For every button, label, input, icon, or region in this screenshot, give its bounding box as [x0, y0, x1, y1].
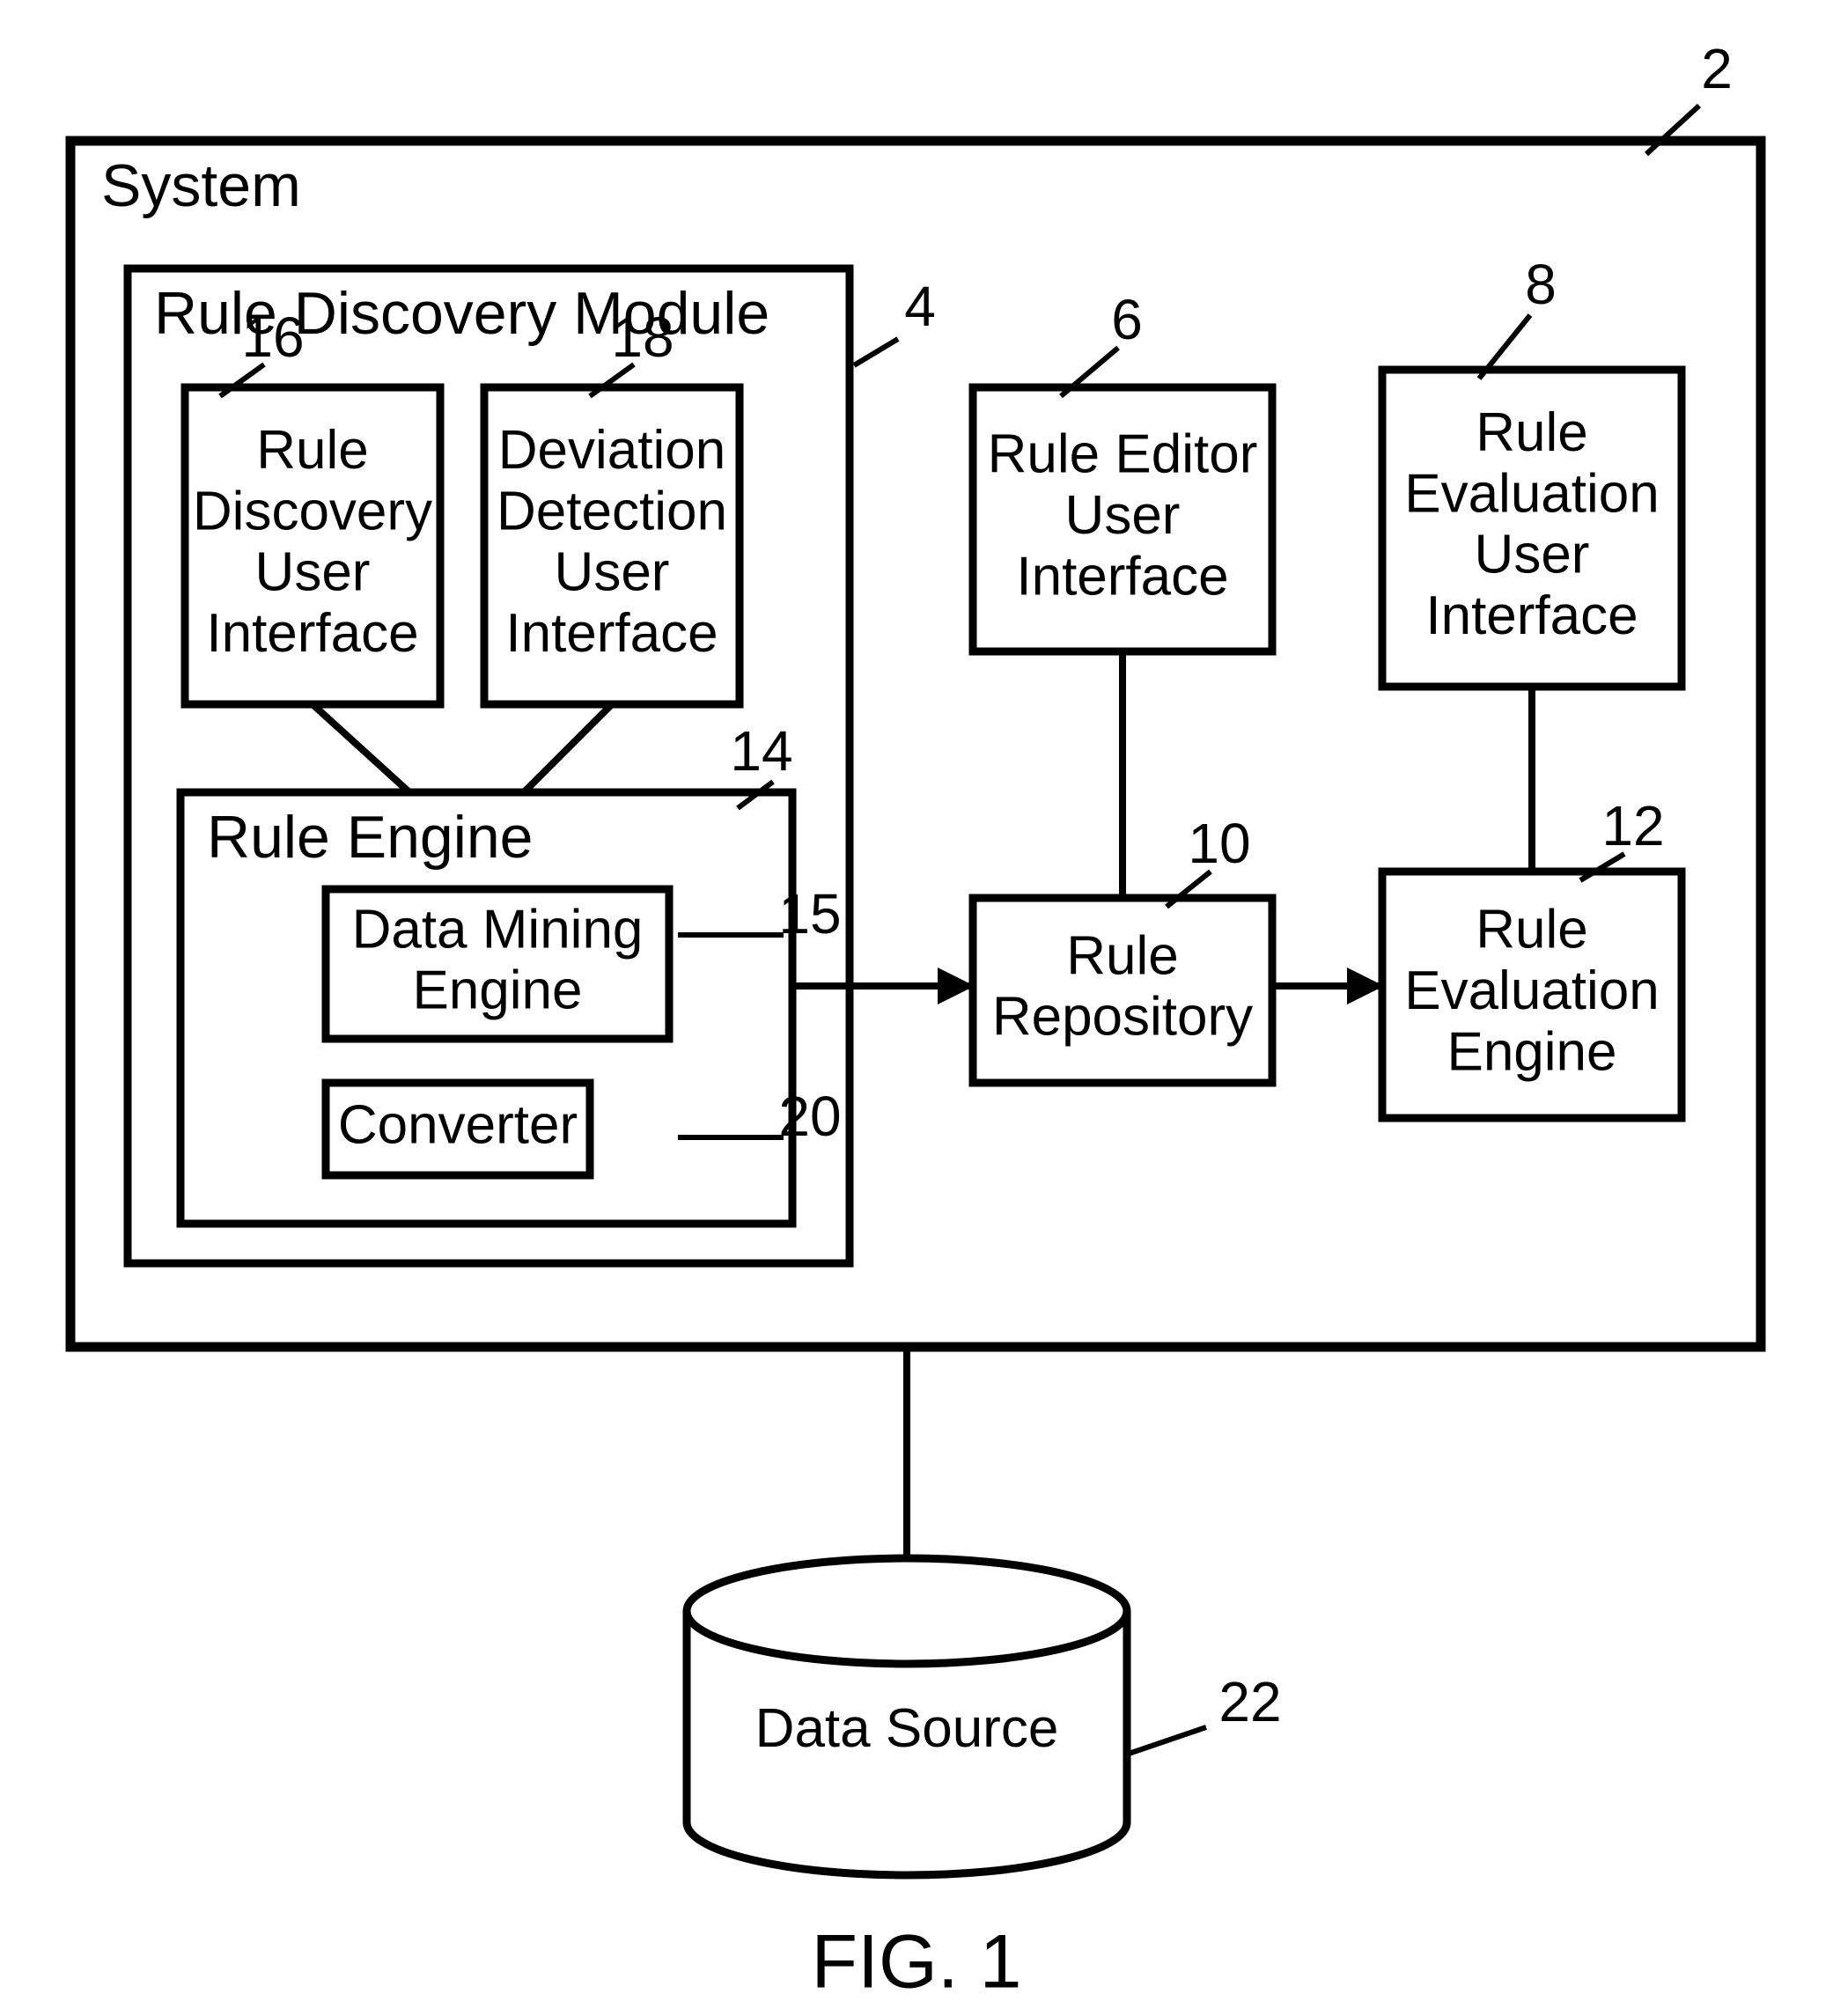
data-source-top: [687, 1558, 1127, 1664]
system-title: System: [101, 152, 301, 219]
data-source-ref: 22: [1218, 1670, 1281, 1733]
ddui-ref: 18: [611, 305, 674, 369]
figure-caption: FIG. 1: [812, 1920, 1022, 2005]
rdui-ref: 16: [241, 305, 304, 369]
reui-ref: 6: [1111, 288, 1143, 351]
dme-ref: 15: [778, 882, 841, 945]
rdm-ref: 4: [904, 275, 936, 338]
rule-engine-title: Rule Engine: [207, 804, 533, 871]
system-ref: 2: [1701, 37, 1733, 100]
converter-label: Converter: [338, 1095, 578, 1156]
repo-ref: 10: [1188, 812, 1250, 875]
revui-ref: 8: [1525, 253, 1557, 316]
rule-engine-ref: 14: [730, 719, 792, 783]
evalengine-ref: 12: [1601, 794, 1664, 857]
converter-ref: 20: [778, 1085, 841, 1148]
data-source-label: Data Source: [755, 1698, 1059, 1759]
